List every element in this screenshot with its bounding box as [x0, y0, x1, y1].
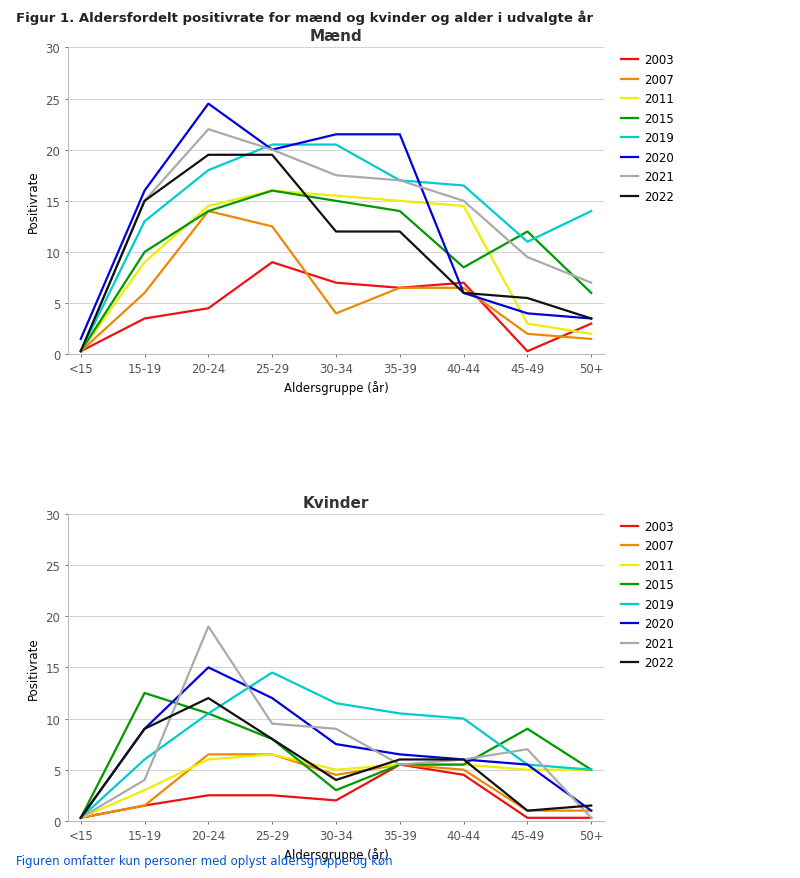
Legend: 2003, 2007, 2011, 2015, 2019, 2020, 2021, 2022: 2003, 2007, 2011, 2015, 2019, 2020, 2021… [621, 521, 674, 670]
Text: Figur 1. Aldersfordelt positivrate for mænd og kvinder og alder i udvalgte år: Figur 1. Aldersfordelt positivrate for m… [16, 11, 593, 25]
Text: Figuren omfatter kun personer med oplyst aldersgruppe og køn: Figuren omfatter kun personer med oplyst… [16, 854, 393, 867]
Title: Mænd: Mænd [310, 29, 362, 45]
Y-axis label: Positivrate: Positivrate [27, 170, 40, 233]
X-axis label: Aldersgruppe (år): Aldersgruppe (år) [284, 847, 388, 861]
X-axis label: Aldersgruppe (år): Aldersgruppe (år) [284, 381, 388, 395]
Legend: 2003, 2007, 2011, 2015, 2019, 2020, 2021, 2022: 2003, 2007, 2011, 2015, 2019, 2020, 2021… [621, 54, 674, 204]
Title: Kvinder: Kvinder [303, 495, 369, 510]
Y-axis label: Positivrate: Positivrate [27, 637, 40, 699]
